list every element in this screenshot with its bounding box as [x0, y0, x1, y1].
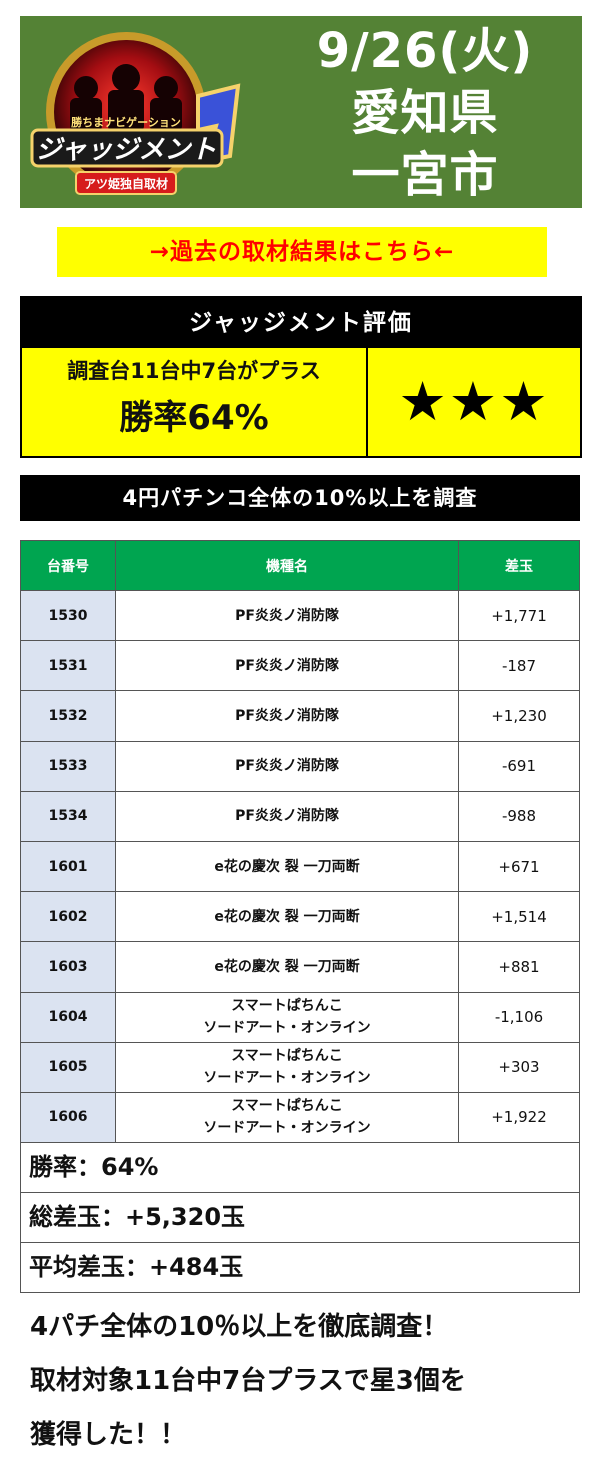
- model-name-cell: PF炎炎ノ消防隊: [115, 740, 459, 792]
- model-name-line-1: PF炎炎ノ消防隊: [235, 808, 339, 825]
- ball-difference-cell: +1,771: [458, 589, 580, 642]
- model-name-line-2: ソードアート・オンライン: [203, 1020, 371, 1037]
- summary-win-rate: 勝率：64%: [21, 1142, 579, 1192]
- machine-number-cell: 1601: [20, 840, 116, 893]
- city-text: 一宮市: [351, 147, 499, 203]
- table-row: 1530 PF炎炎ノ消防隊 +1,771: [20, 589, 580, 642]
- svg-text:アツ姫独自取材: アツ姫独自取材: [84, 176, 168, 191]
- svg-text:勝ちまナビゲーション: 勝ちまナビゲーション: [71, 115, 181, 129]
- model-name-cell: PF炎炎ノ消防隊: [115, 589, 459, 642]
- ball-difference-cell: +303: [458, 1041, 580, 1093]
- table-header-row: 台番号 機種名 差玉: [20, 540, 580, 591]
- machine-number-cell: 1602: [20, 891, 116, 943]
- survey-scope-bar: 4円パチンコ全体の10%以上を調査: [20, 475, 580, 521]
- machine-number-cell: 1606: [20, 1091, 116, 1144]
- ball-difference-cell: +881: [458, 941, 580, 993]
- ball-difference-cell: -1,106: [458, 991, 580, 1043]
- ball-difference-cell: +1,922: [458, 1091, 580, 1144]
- table-row: 1534 PF炎炎ノ消防隊 -988: [20, 790, 580, 842]
- evaluation-win-rate: 勝率64%: [119, 398, 269, 438]
- footer-line-2: 取材対象11台中7台プラスで星3個を: [30, 1366, 466, 1396]
- table-row: 1533 PF炎炎ノ消防隊 -691: [20, 740, 580, 792]
- ball-difference-cell: +1,514: [458, 891, 580, 943]
- model-name-line-1: スマートぱちんこ: [231, 1048, 343, 1065]
- model-name-line-1: スマートぱちんこ: [231, 998, 343, 1015]
- model-name-line-1: e花の慶次 裂 一刀両断: [214, 958, 360, 975]
- model-name-cell: e花の慶次 裂 一刀両断: [115, 941, 459, 993]
- footer-comment: 4パチ全体の10％以上を徹底調査！ 取材対象11台中7台プラスで星3個を 獲得し…: [30, 1300, 580, 1462]
- model-name-cell: スマートぱちんこソードアート・オンライン: [115, 991, 459, 1043]
- ball-difference-cell: +1,230: [458, 690, 580, 742]
- ball-difference-cell: -988: [458, 790, 580, 842]
- evaluation-summary-text: 調査台11台中7台がプラス: [67, 359, 321, 383]
- table-row: 1605 スマートぱちんこ ソードアート・オンライン +303: [20, 1041, 580, 1093]
- header-ball-difference: 差玉: [458, 540, 580, 591]
- model-name-line-1: スマートぱちんこ: [231, 1098, 343, 1115]
- model-name-line-2: ソードアート・オンライン: [203, 1120, 371, 1137]
- model-name-line-1: PF炎炎ノ消防隊: [235, 657, 339, 674]
- ball-difference-cell: +671: [458, 840, 580, 893]
- header-banner: ジャッジメント 勝ちまナビゲーション アツ姫独自取材 9/26(火) 愛知県 一…: [20, 16, 582, 208]
- summary-average-difference: 平均差玉：+484玉: [21, 1242, 579, 1292]
- table-row: 1606 スマートぱちんこ ソードアート・オンライン +1,922: [20, 1091, 580, 1144]
- machine-number-cell: 1605: [20, 1041, 116, 1093]
- results-table: 台番号 機種名 差玉 1530 PF炎炎ノ消防隊 +1,771 1531 PF炎炎ノ消防…: [20, 540, 580, 1144]
- table-row: 1601 e花の慶次 裂 一刀両断 +671: [20, 840, 580, 893]
- evaluation-title: ジャッジメント評価: [22, 298, 580, 348]
- ball-difference-cell: -187: [458, 640, 580, 692]
- evaluation-summary: 調査台11台中7台がプラス 勝率64%: [22, 348, 368, 456]
- model-name-cell: スマートぱちんこソードアート・オンライン: [115, 1041, 459, 1093]
- date-text: 9/26(火): [316, 23, 534, 79]
- model-name-line-1: e花の慶次 裂 一刀両断: [214, 858, 360, 875]
- table-row: 1602 e花の慶次 裂 一刀両断 +1,514: [20, 891, 580, 943]
- machine-number-cell: 1534: [20, 790, 116, 842]
- header-model-name: 機種名: [115, 540, 459, 591]
- table-row: 1604 スマートぱちんこ ソードアート・オンライン -1,106: [20, 991, 580, 1043]
- model-name-line-1: e花の慶次 裂 一刀両断: [214, 908, 360, 925]
- footer-line-1: 4パチ全体の10％以上を徹底調査！: [30, 1312, 449, 1342]
- summary-total-difference: 総差玉：+5,320玉: [21, 1192, 579, 1242]
- model-name-cell: PF炎炎ノ消防隊: [115, 690, 459, 742]
- prefecture-text: 愛知県: [351, 85, 499, 141]
- svg-text:ジャッジメント: ジャッジメント: [36, 135, 217, 165]
- model-name-cell: e花の慶次 裂 一刀両断: [115, 840, 459, 893]
- summary-box: 勝率：64% 総差玉：+5,320玉 平均差玉：+484玉: [20, 1142, 580, 1293]
- evaluation-body: 調査台11台中7台がプラス 勝率64% ★★★: [22, 348, 580, 456]
- machine-number-cell: 1603: [20, 941, 116, 993]
- ball-difference-cell: -691: [458, 740, 580, 792]
- model-name-line-1: PF炎炎ノ消防隊: [235, 607, 339, 624]
- machine-number-cell: 1531: [20, 640, 116, 692]
- model-name-cell: PF炎炎ノ消防隊: [115, 640, 459, 692]
- star-rating: ★★★: [398, 370, 550, 433]
- date-location: 9/26(火) 愛知県 一宮市: [300, 20, 550, 206]
- model-name-line-1: PF炎炎ノ消防隊: [235, 707, 339, 724]
- header-machine-number: 台番号: [20, 540, 116, 591]
- model-name-cell: e花の慶次 裂 一刀両断: [115, 891, 459, 943]
- machine-number-cell: 1530: [20, 589, 116, 642]
- model-name-cell: スマートぱちんこソードアート・オンライン: [115, 1091, 459, 1144]
- model-name-line-2: ソードアート・オンライン: [203, 1070, 371, 1087]
- table-row: 1532 PF炎炎ノ消防隊 +1,230: [20, 690, 580, 742]
- judgment-logo: ジャッジメント 勝ちまナビゲーション アツ姫独自取材: [30, 32, 241, 195]
- footer-line-3: 獲得した！！: [30, 1420, 187, 1450]
- machine-number-cell: 1604: [20, 991, 116, 1043]
- evaluation-box: ジャッジメント評価 調査台11台中7台がプラス 勝率64% ★★★: [20, 296, 582, 458]
- machine-number-cell: 1532: [20, 690, 116, 742]
- model-name-cell: PF炎炎ノ消防隊: [115, 790, 459, 842]
- table-row: 1603 e花の慶次 裂 一刀両断 +881: [20, 941, 580, 993]
- machine-number-cell: 1533: [20, 740, 116, 792]
- table-row: 1531 PF炎炎ノ消防隊 -187: [20, 640, 580, 692]
- past-results-link[interactable]: →過去の取材結果はこちら←: [57, 227, 547, 277]
- model-name-line-1: PF炎炎ノ消防隊: [235, 758, 339, 775]
